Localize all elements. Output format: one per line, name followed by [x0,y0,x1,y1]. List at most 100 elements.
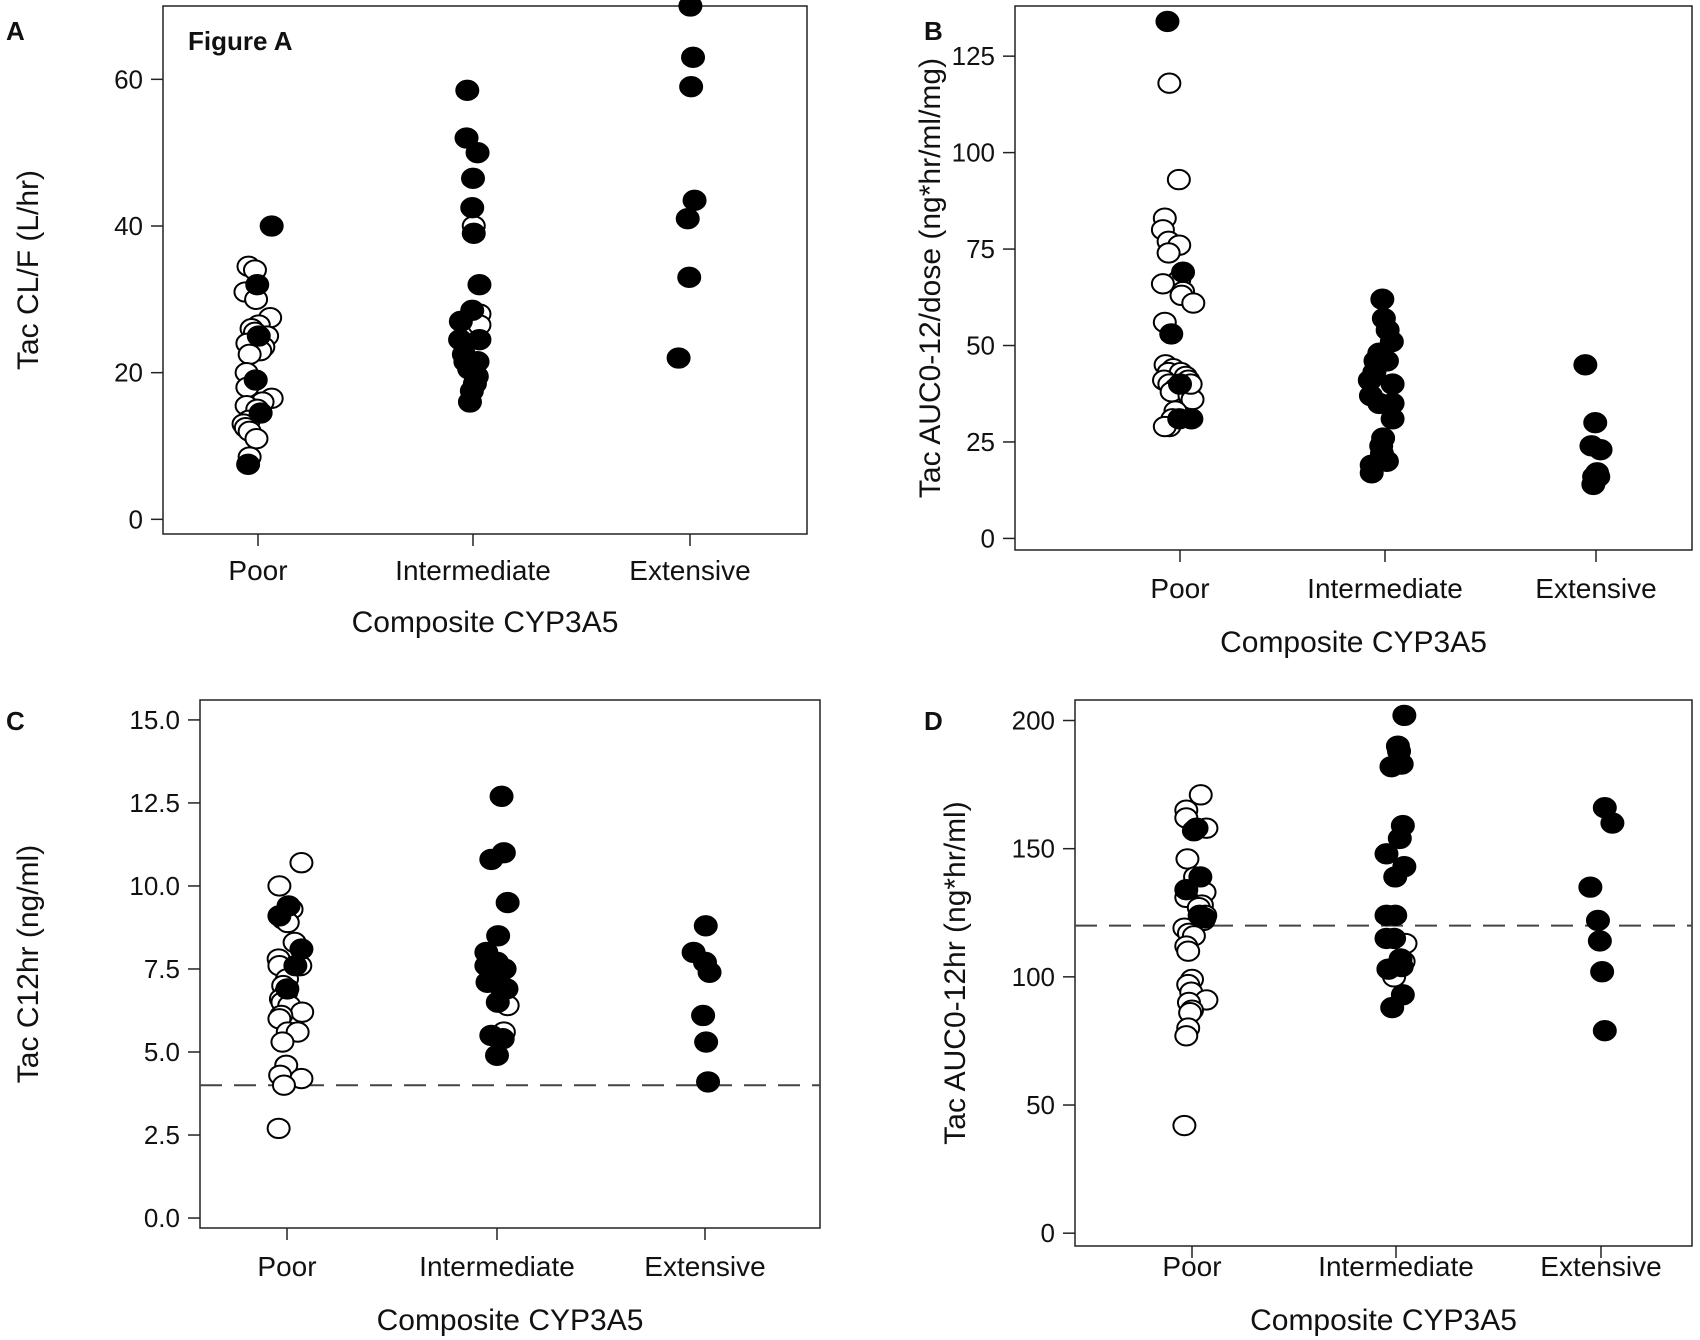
filled-point [455,79,480,102]
x-category-label: Intermediate [419,1251,575,1282]
filled-point [1382,927,1407,950]
filled-point [1376,958,1401,980]
plot-frame [1014,5,1693,551]
filled-point [245,273,270,296]
filled-point [1581,473,1606,496]
y-tick-label: 150 [1012,834,1055,864]
y-tick-label: 0 [1041,1218,1055,1248]
filled-point [457,391,482,413]
open-point [270,1031,295,1053]
filled-point [275,978,300,1000]
filled-point [467,328,492,351]
open-point [237,343,262,366]
y-tick-label: 5.0 [144,1037,180,1067]
filled-point [1370,288,1395,310]
open-point [1172,1114,1197,1137]
x-axis-title: Composite CYP3A5 [1220,626,1487,659]
filled-point [236,453,261,476]
y-tick-label: 100 [952,138,995,168]
plot-frame [199,699,821,1229]
x-category-label: Poor [1150,573,1209,604]
open-point [290,1001,315,1023]
x-category-label: Poor [228,555,287,586]
x-category-label: Extensive [644,1251,765,1282]
filled-point [1155,10,1180,33]
filled-point [1188,866,1213,888]
filled-point [495,891,520,914]
filled-point [1383,904,1408,927]
filled-point [1592,1019,1617,1042]
y-tick-label: 0 [129,504,143,534]
filled-point [1181,820,1206,842]
filled-point [694,1031,719,1053]
filled-point [1374,843,1399,865]
open-point [267,875,292,897]
filled-point [454,127,479,149]
panel-a: A Figure A 0 20 40 60 Poor Intermediate Extensiv… [6,0,808,639]
open-point [1188,784,1213,806]
filled-point [1578,876,1603,898]
filled-point [675,207,700,230]
panel-letter: C [6,706,25,736]
y-tick-label: 7.5 [144,954,180,984]
panel-letter: B [924,16,943,46]
filled-point [243,369,268,391]
filled-point [1387,827,1412,850]
filled-point [677,266,702,289]
x-category-label: Intermediate [1307,573,1463,604]
filled-point [485,1044,509,1067]
plot-frame [1074,699,1693,1247]
panel-letter: D [924,706,943,736]
filled-point [1380,373,1405,395]
filled-point [467,273,492,296]
x-category-label: Intermediate [395,555,551,586]
open-point [1166,168,1191,191]
filled-point [448,310,473,333]
y-tick-label: 100 [1012,962,1055,992]
filled-point [248,402,273,424]
filled-point [460,196,485,219]
plot-frame [162,5,808,535]
y-tick-label: 50 [1026,1090,1055,1120]
filled-point [1600,812,1625,834]
filled-point [693,915,718,937]
filled-point [697,961,722,983]
y-tick-label: 50 [966,331,995,361]
filled-point [1359,462,1384,484]
y-axis-title: Tac AUC0-12/dose (ng*hr/ml/mg) [914,58,947,498]
panel-letter: A [6,16,25,46]
filled-point [1168,373,1192,395]
filled-point [679,75,704,98]
filled-point [461,167,485,190]
y-tick-label: 25 [966,427,995,457]
open-point [1176,940,1201,962]
open-point [266,1117,291,1140]
panel-c: C 0.0 2.5 5.0 7.5 10.0 12.5 15.0 Poor Intermediat… [6,699,821,1337]
filled-point [696,1071,721,1093]
x-category-label: Extensive [629,555,750,586]
open-point [1181,292,1206,314]
x-category-label: Extensive [1540,1251,1661,1282]
y-axis-title: Tac C12hr (ng/ml) [12,845,45,1083]
open-point [244,427,269,450]
filled-point [1179,408,1204,430]
filled-point [1392,704,1417,727]
x-category-label: Extensive [1535,573,1656,604]
filled-point [283,954,308,977]
open-point [1150,273,1175,295]
filled-point [246,325,271,347]
y-tick-label: 0 [981,523,995,553]
open-point [1157,72,1182,94]
filled-point [1192,907,1217,929]
y-tick-label: 75 [966,234,995,264]
filled-point [1380,408,1405,430]
y-tick-label: 20 [114,358,143,388]
panel-b: B 0 25 50 75 100 125 Poor Intermediate Extensive C… [914,5,1693,659]
open-point [1174,1025,1199,1047]
filled-point [1174,879,1199,901]
x-category-label: Poor [1162,1251,1221,1282]
panel-d: D 0 50 100 150 200 Poor Intermediate Extensive Co… [924,699,1693,1337]
filled-point [461,222,486,245]
filled-point [678,0,703,17]
filled-point [1159,323,1184,345]
